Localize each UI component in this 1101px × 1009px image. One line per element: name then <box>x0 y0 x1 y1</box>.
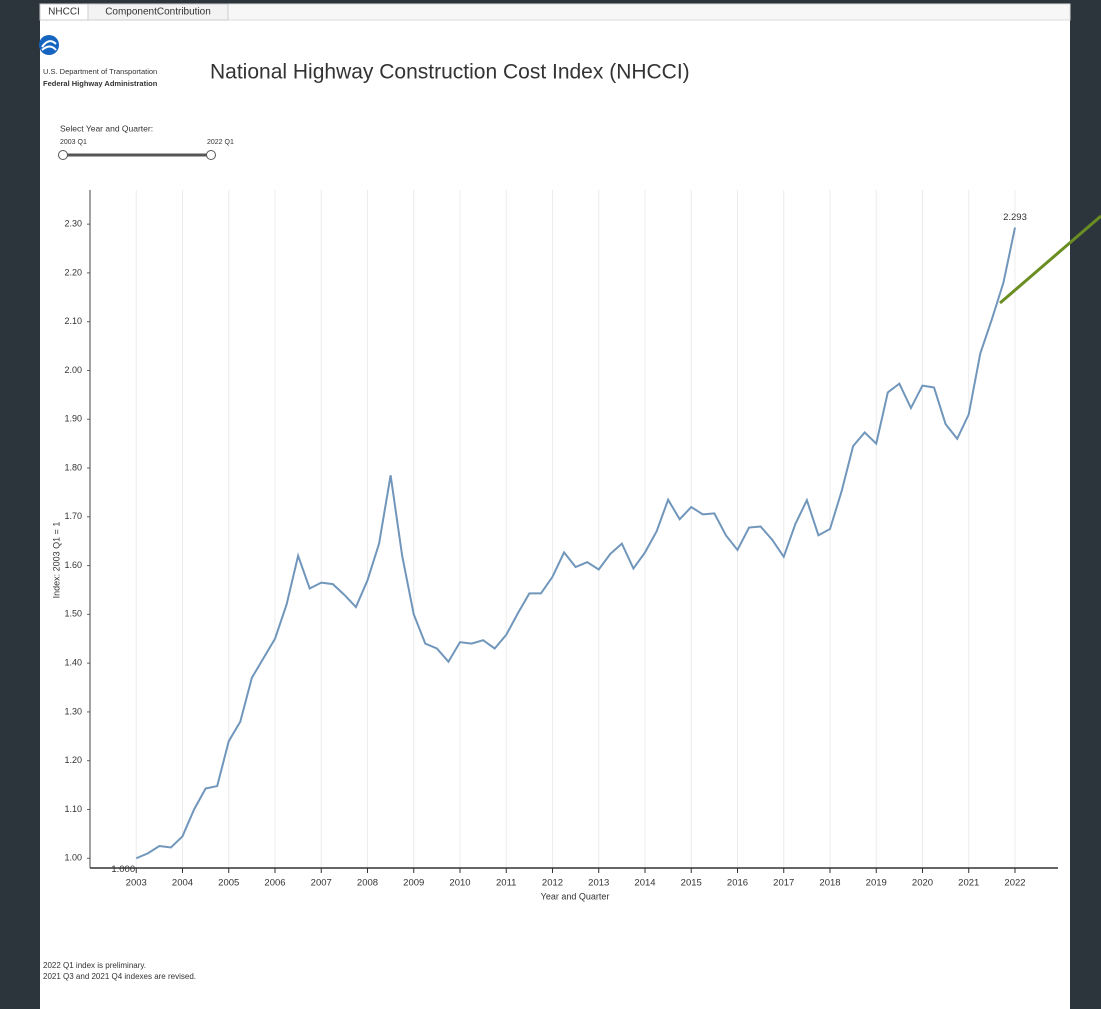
x-tick-label: 2018 <box>819 878 840 889</box>
x-tick-label: 2010 <box>449 878 470 889</box>
y-tick-label: 1.90 <box>64 414 82 424</box>
x-tick-label: 2005 <box>218 878 239 889</box>
y-tick-label: 1.40 <box>64 658 82 668</box>
slider-handle[interactable] <box>58 150 68 160</box>
annotation-arrow <box>999 214 1101 305</box>
y-tick-label: 1.10 <box>64 804 82 814</box>
y-tick-label: 1.60 <box>64 560 82 570</box>
panel <box>40 4 1070 1009</box>
x-tick-label: 2017 <box>773 878 794 889</box>
y-tick-label: 2.20 <box>64 267 82 277</box>
x-tick-label: 2011 <box>496 878 516 889</box>
page-title: National Highway Construction Cost Index… <box>210 61 690 84</box>
slider-label: Select Year and Quarter: <box>60 123 153 133</box>
chart: 2003 2004 2005 2006 2007 2008 2009 2010 2011 2012… <box>64 190 1058 889</box>
agency: U.S. Department of Transportation <box>43 67 157 76</box>
y-tick-label: 1.30 <box>64 706 82 716</box>
footnote: 2021 Q3 and 2021 Q4 indexes are revised. <box>43 972 196 981</box>
x-tick-label: 2013 <box>588 878 609 889</box>
x-tick-label: 2016 <box>727 878 748 889</box>
x-tick-label: 2009 <box>403 878 424 889</box>
slider-end: 2022 Q1 <box>207 139 234 146</box>
x-tick-label: 2014 <box>634 878 655 889</box>
x-tick-label: 2012 <box>542 878 563 889</box>
y-tick-label: 1.80 <box>64 462 82 472</box>
tab-label[interactable]: NHCCI <box>48 7 80 18</box>
x-tick-label: 2020 <box>912 878 933 889</box>
y-tick-label: 1.00 <box>64 853 82 863</box>
agency: Federal Highway Administration <box>43 79 158 88</box>
y-axis-title: Index: 2003 Q1 = 1 <box>51 522 61 599</box>
logo-mark <box>41 40 57 51</box>
x-tick-label: 2008 <box>357 878 378 889</box>
x-tick-label: 2006 <box>264 878 285 889</box>
data-label: 1.000 <box>111 864 135 875</box>
y-tick-label: 1.70 <box>64 511 82 521</box>
x-tick-label: 2004 <box>172 878 193 889</box>
footnote: 2022 Q1 index is preliminary. <box>43 961 146 970</box>
y-tick-label: 1.50 <box>64 609 82 619</box>
y-tick-label: 2.00 <box>64 365 82 375</box>
x-tick-label: 2022 <box>1004 878 1025 889</box>
line <box>135 227 1016 860</box>
tab[interactable] <box>87 3 229 21</box>
y-tick-label: 2.30 <box>64 219 82 229</box>
y-tick-label: 2.10 <box>64 316 82 326</box>
data-label: 2.293 <box>1003 212 1027 223</box>
x-tick-label: 2003 <box>126 878 147 889</box>
x-tick-label: 2007 <box>311 878 332 889</box>
y-tick-label: 1.20 <box>64 755 82 765</box>
x-tick-label: 2019 <box>866 878 887 889</box>
tab-label[interactable]: ComponentContribution <box>105 7 211 18</box>
x-axis-title: Year and Quarter <box>541 891 610 901</box>
x-tick-label: 2015 <box>681 878 702 889</box>
logo <box>39 35 59 55</box>
slider-handle[interactable] <box>206 150 216 160</box>
x-tick-label: 2021 <box>958 878 979 889</box>
slider-start: 2003 Q1 <box>60 139 87 146</box>
